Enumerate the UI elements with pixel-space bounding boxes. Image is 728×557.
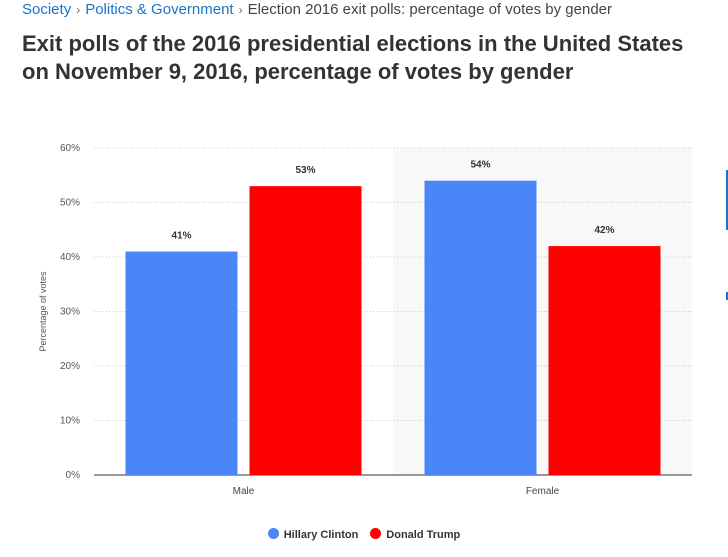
legend-item[interactable]: Hillary Clinton [267,528,359,541]
legend-item[interactable]: Donald Trump [370,528,460,541]
chevron-right-icon: › [76,3,81,17]
x-tick-label: Female [526,486,560,497]
breadcrumb-link-society[interactable]: Society [22,1,72,18]
breadcrumb-current: Election 2016 exit polls: percentage of … [247,1,612,18]
breadcrumb-link-politics[interactable]: Politics & Government [85,1,234,18]
y-tick-label: 20% [60,361,80,372]
page-title: Exit polls of the 2016 presidential elec… [22,31,684,84]
y-tick-label: 40% [60,252,80,263]
data-label: 42% [594,225,614,236]
legend: Hillary Clinton Donald Trump [0,528,728,541]
bar-donald-trump [548,246,661,475]
bar-chart: 0% 10% 20% 30% 40% 50% 60% Percentage of votes 4… [38,143,692,497]
chevron-right-icon: › [238,3,243,17]
bar-hillary-clinton [424,180,537,475]
data-label: 54% [470,160,490,171]
breadcrumb: Society › Politics & Government › Election 2… [22,1,612,18]
legend-dot-icon [370,528,382,539]
side-toolbar-edge[interactable] [726,292,728,300]
y-axis-label: Percentage of votes [38,271,48,352]
data-label: 53% [295,165,315,176]
y-tick-label: 0% [66,470,81,481]
bar-donald-trump [249,186,362,475]
side-toolbar-edge[interactable] [726,170,728,230]
x-tick-label: Male [233,486,255,497]
legend-label: Hillary Clinton [283,529,359,541]
y-tick-label: 30% [60,307,80,318]
y-tick-label: 60% [60,143,80,154]
data-label: 41% [171,231,191,242]
bar-hillary-clinton [125,251,238,475]
legend-dot-icon [267,528,279,539]
legend-label: Donald Trump [386,529,461,541]
y-tick-label: 10% [60,416,80,427]
y-tick-label: 50% [60,198,80,209]
